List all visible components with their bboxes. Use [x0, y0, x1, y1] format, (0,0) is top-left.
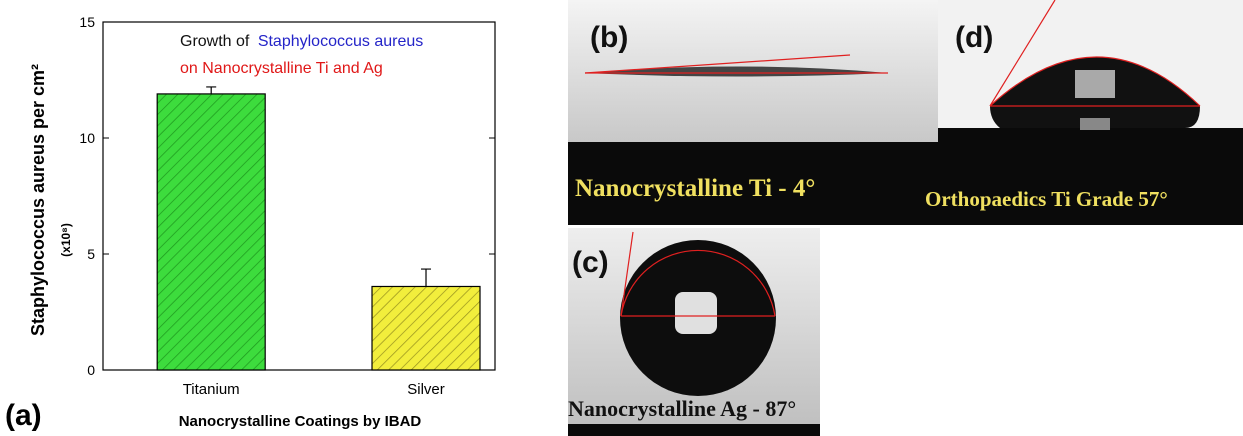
y-tick-label: 15	[79, 14, 95, 30]
photo-c: (c) Nanocrystalline Ag - 87°	[568, 228, 820, 436]
bar-chart: Growth of Staphylococcus aureus on Nanoc…	[5, 14, 495, 432]
photo-d: (d) Orthopaedics Ti Grade 57°	[925, 0, 1243, 225]
bar	[157, 94, 265, 370]
page: (b) Nanocrystalline Ti - 4° (d) Orthopae…	[0, 0, 1243, 436]
photo-caption: Nanocrystalline Ag - 87°	[568, 396, 796, 421]
photo-b: (b) Nanocrystalline Ti - 4°	[568, 0, 938, 225]
y-axis-unit: (x10⁸)	[59, 223, 73, 257]
photo-caption: Nanocrystalline Ti - 4°	[575, 175, 815, 202]
figure: (b) Nanocrystalline Ti - 4° (d) Orthopae…	[0, 0, 1243, 436]
chart-title: on Nanocrystalline Ti and Ag	[180, 60, 383, 77]
error-bar	[206, 87, 216, 94]
chart-title: Growth of Staphylococcus aureus	[180, 33, 423, 50]
x-axis-label: Nanocrystalline Coatings by IBAD	[179, 413, 422, 430]
y-tick-label: 5	[87, 246, 95, 262]
title-part: Staphylococcus aureus	[258, 33, 423, 50]
y-tick-label: 0	[87, 362, 95, 378]
error-bar	[421, 269, 431, 286]
bar	[372, 286, 480, 370]
photo-caption: Orthopaedics Ti Grade 57°	[925, 187, 1168, 211]
x-tick-label: Silver	[407, 381, 445, 398]
y-axis-label: Staphylococcus aureus per cm²	[28, 64, 48, 336]
x-tick-label: Titanium	[183, 381, 240, 398]
panel-label: (a)	[5, 399, 42, 432]
y-tick-label: 10	[79, 130, 95, 146]
panel-label: (d)	[955, 21, 993, 54]
panel-label: (b)	[590, 21, 628, 54]
title-part: Growth of	[180, 33, 250, 50]
panel-label: (c)	[572, 246, 609, 279]
